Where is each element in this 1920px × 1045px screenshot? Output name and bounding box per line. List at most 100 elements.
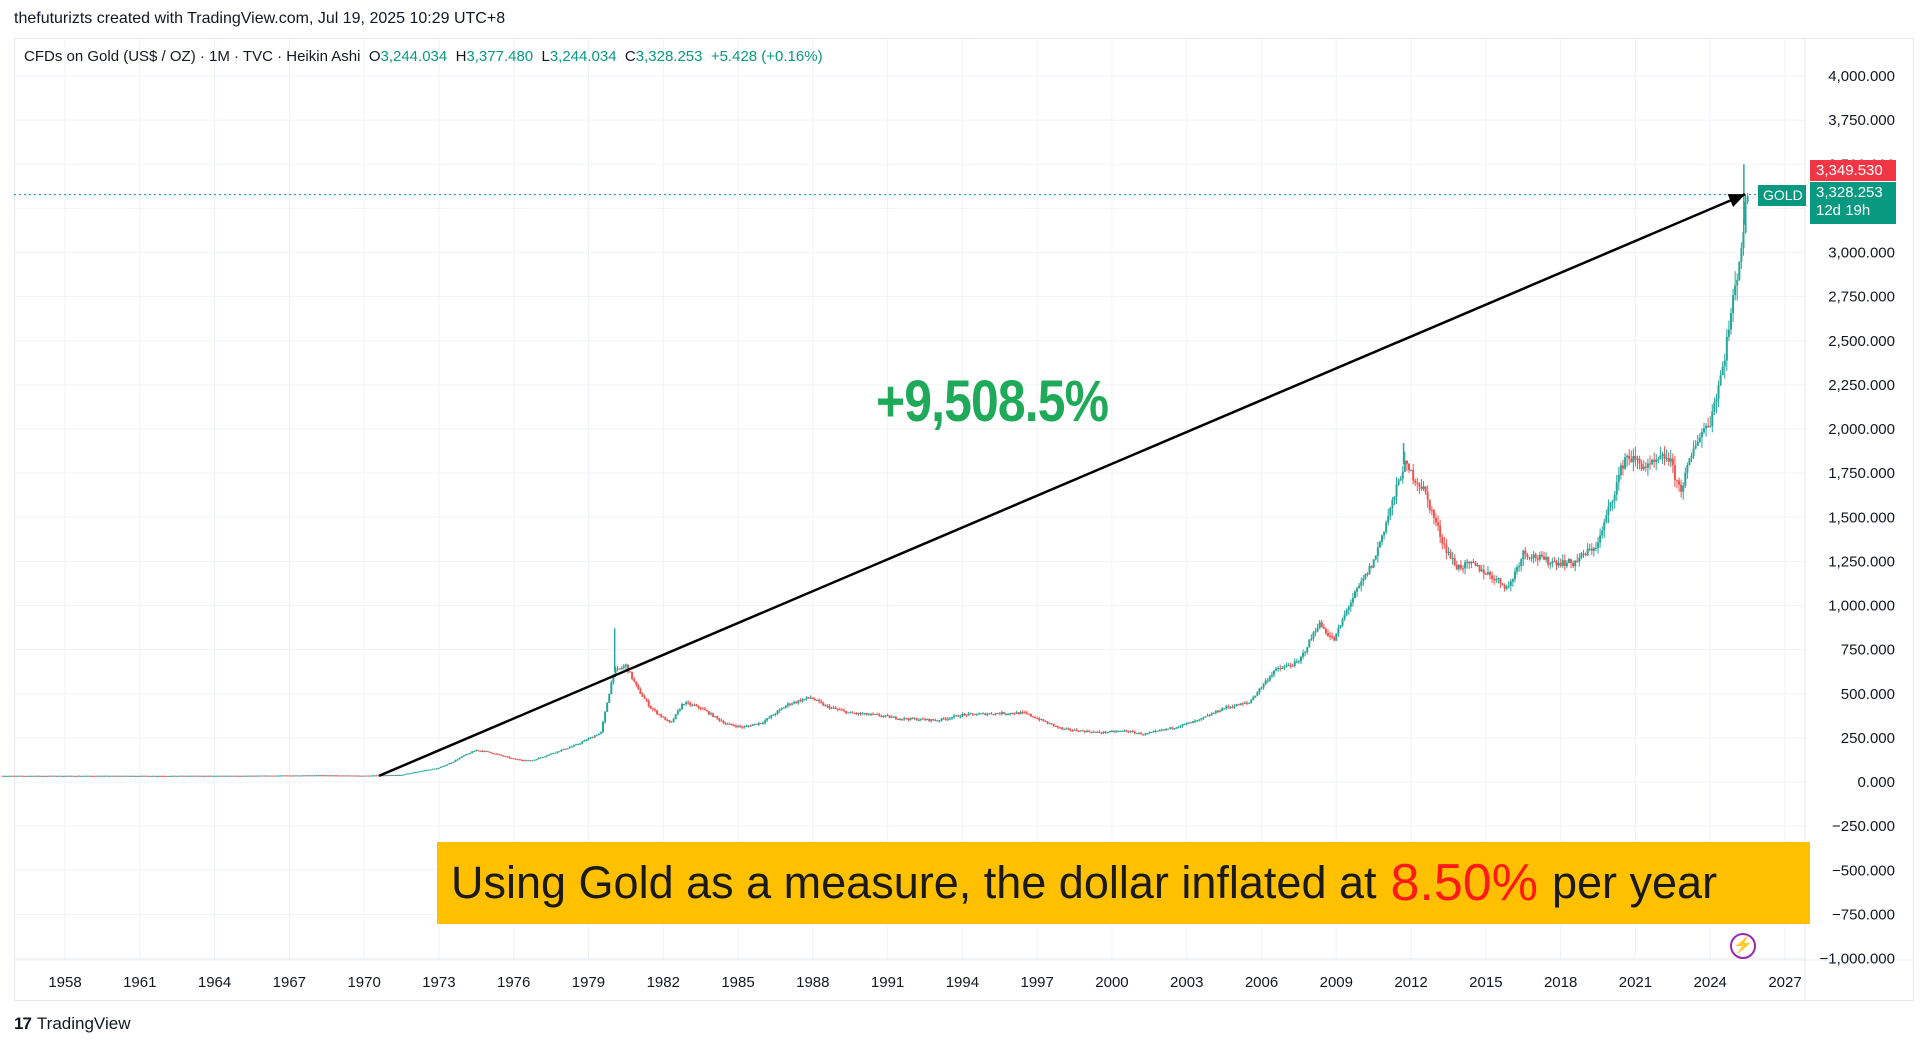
candle-body (770, 715, 773, 718)
candle-body (1705, 425, 1708, 429)
candle-body (1291, 665, 1294, 667)
candle-body (861, 713, 864, 715)
candle-body (66, 775, 69, 777)
candle-body (1381, 535, 1384, 542)
candle-body (1245, 702, 1248, 704)
candle-body (1472, 561, 1475, 563)
candle-body (350, 775, 353, 777)
candle-body (1682, 485, 1685, 492)
candle-body (1671, 458, 1674, 466)
candle-body (1011, 713, 1014, 715)
candle-body (134, 775, 137, 777)
candle-body (1356, 588, 1359, 592)
candle-body (167, 775, 170, 777)
candle-body (1586, 548, 1589, 556)
candle-body (115, 775, 118, 777)
candle-body (776, 710, 779, 714)
candle-body (363, 775, 366, 777)
candle-body (292, 775, 295, 777)
candle-body (105, 775, 108, 777)
candle-body (439, 766, 442, 768)
candle-body (1079, 730, 1082, 732)
candle-body (238, 775, 241, 777)
candle-body (1570, 559, 1573, 563)
candle-body (458, 757, 461, 760)
candle-body (190, 775, 193, 777)
candle-body (566, 748, 569, 750)
candle-body (1009, 713, 1012, 715)
x-tick-label: 2003 (1170, 974, 1203, 991)
candle-body (1221, 708, 1224, 711)
candle-body (1457, 564, 1460, 570)
candle-body (1000, 712, 1003, 714)
candle-body (1744, 201, 1747, 233)
symbol-price-tag: GOLD (1758, 185, 1806, 206)
candle-body (1378, 541, 1381, 548)
candle-body (791, 703, 794, 705)
candle-body (1115, 731, 1118, 733)
candle-body (1061, 727, 1064, 730)
candle-body (1254, 695, 1257, 698)
candle-body (878, 714, 881, 716)
candle-body (1551, 561, 1554, 564)
candle-body (1605, 515, 1608, 523)
candle-body (358, 775, 361, 777)
candle-body (674, 714, 677, 720)
candle-body (1167, 728, 1170, 730)
candle-body (500, 754, 503, 756)
candle-body (764, 720, 767, 723)
candle-body (1601, 530, 1604, 536)
candle-body (568, 747, 571, 749)
candle-body (1659, 455, 1662, 460)
trend-arrow-line (378, 193, 1746, 777)
candle-body (1638, 458, 1641, 464)
candle-body (662, 716, 665, 718)
candle-body (728, 723, 731, 725)
gain-annotation: +9,508.5% (876, 369, 1109, 434)
candle-body (1655, 459, 1658, 462)
candle-body (697, 705, 700, 708)
candle-body (1698, 437, 1701, 442)
candle-body (1673, 465, 1676, 480)
candle-body (464, 754, 467, 756)
tradingview-logo[interactable]: 17 TradingView (14, 1014, 130, 1034)
candle-body (907, 718, 910, 720)
candle-body (163, 775, 166, 777)
candle-body (433, 768, 436, 770)
candle-body (951, 717, 954, 719)
candle-body (996, 713, 999, 715)
candle-body (703, 708, 706, 711)
candle-body (1158, 730, 1161, 732)
candle-body (1636, 458, 1639, 460)
y-tick-label: 3,750.000 (1828, 112, 1895, 129)
candle-body (957, 715, 960, 717)
candle-body (1243, 702, 1246, 704)
candle-body (406, 773, 409, 775)
candle-body (579, 743, 582, 745)
candle-body (1385, 522, 1388, 532)
symbol-legend[interactable]: CFDs on Gold (US$ / OZ) · 1M · TVC · Hei… (24, 48, 823, 65)
candle-body (745, 726, 748, 728)
symbol-name[interactable]: CFDs on Gold (US$ / OZ) · 1M · TVC · Hei… (24, 48, 361, 65)
candle-body (325, 775, 328, 777)
candle-body (855, 713, 858, 715)
candle-body (1449, 551, 1452, 559)
candle-body (1090, 731, 1093, 733)
candle-body (313, 775, 316, 777)
candle-body (1123, 730, 1126, 732)
candle-body (1511, 579, 1514, 582)
candle-body (1403, 460, 1406, 472)
candle-body (176, 775, 179, 777)
candle-body (973, 714, 976, 716)
lightning-icon[interactable]: ⚡ (1730, 933, 1756, 959)
candle-body (232, 775, 235, 777)
candle-body (442, 765, 445, 767)
candle-body (452, 761, 455, 763)
candle-body (1225, 706, 1228, 709)
candle-body (1574, 560, 1577, 567)
candle-body (1630, 458, 1633, 463)
x-tick-label: 2009 (1320, 974, 1353, 991)
candle-body (936, 720, 939, 722)
candle-body (899, 718, 902, 720)
candle-body (826, 705, 829, 707)
